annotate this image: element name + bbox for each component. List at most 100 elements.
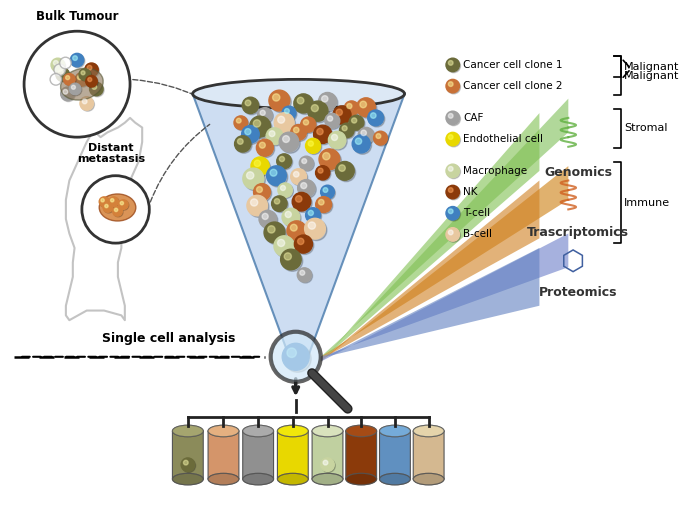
Circle shape (242, 125, 259, 143)
Circle shape (320, 94, 338, 112)
Circle shape (342, 126, 347, 131)
Circle shape (294, 94, 313, 113)
Circle shape (296, 236, 314, 254)
Circle shape (375, 132, 388, 146)
Circle shape (332, 134, 338, 140)
Circle shape (100, 198, 110, 207)
Circle shape (446, 164, 460, 178)
Circle shape (358, 99, 377, 118)
Ellipse shape (242, 425, 273, 437)
Circle shape (282, 106, 296, 120)
Circle shape (316, 197, 332, 213)
Circle shape (277, 116, 285, 123)
Circle shape (247, 196, 267, 216)
Circle shape (184, 460, 188, 465)
Ellipse shape (346, 473, 377, 485)
Polygon shape (325, 248, 539, 357)
Circle shape (255, 185, 272, 202)
Circle shape (269, 90, 290, 111)
Circle shape (269, 131, 275, 137)
Circle shape (86, 75, 97, 87)
Circle shape (284, 108, 289, 114)
Circle shape (64, 74, 75, 85)
Polygon shape (321, 166, 569, 362)
Circle shape (81, 98, 95, 111)
Circle shape (79, 69, 90, 80)
Polygon shape (325, 181, 539, 357)
Text: NK: NK (463, 187, 478, 197)
Circle shape (259, 211, 277, 228)
Circle shape (101, 199, 104, 202)
Circle shape (340, 124, 355, 139)
Text: Cancer cell clone 2: Cancer cell clone 2 (463, 81, 563, 91)
Circle shape (272, 196, 287, 212)
Ellipse shape (413, 425, 444, 437)
Text: ⬡: ⬡ (561, 248, 585, 277)
Circle shape (297, 97, 304, 104)
Circle shape (353, 136, 371, 154)
Circle shape (350, 117, 365, 131)
Circle shape (245, 100, 251, 106)
Circle shape (75, 73, 88, 86)
Circle shape (54, 64, 66, 75)
Circle shape (295, 196, 302, 202)
Circle shape (308, 222, 316, 229)
Text: B-cell: B-cell (463, 230, 493, 239)
Circle shape (109, 197, 119, 206)
Circle shape (86, 64, 99, 77)
Circle shape (317, 198, 333, 214)
Circle shape (282, 251, 303, 271)
Text: Immune: Immune (624, 198, 671, 207)
Circle shape (119, 200, 128, 209)
Circle shape (80, 96, 93, 110)
Text: Macrophage: Macrophage (463, 166, 527, 176)
Circle shape (71, 84, 82, 95)
Circle shape (253, 184, 271, 201)
Circle shape (322, 95, 328, 102)
Circle shape (318, 168, 323, 173)
Circle shape (333, 106, 351, 124)
Circle shape (316, 128, 323, 135)
Circle shape (254, 160, 260, 167)
Circle shape (256, 139, 273, 156)
Circle shape (303, 120, 309, 125)
Circle shape (449, 188, 453, 192)
Circle shape (271, 332, 321, 382)
Circle shape (446, 58, 460, 72)
Circle shape (447, 112, 460, 126)
Circle shape (281, 134, 300, 153)
Circle shape (273, 197, 288, 213)
Circle shape (259, 109, 273, 123)
Circle shape (295, 95, 314, 115)
Circle shape (351, 118, 357, 123)
Circle shape (279, 132, 299, 152)
Circle shape (245, 128, 251, 135)
Circle shape (328, 132, 346, 149)
Circle shape (290, 124, 306, 140)
Circle shape (260, 110, 265, 116)
Ellipse shape (208, 473, 239, 485)
Circle shape (447, 229, 460, 242)
Circle shape (66, 76, 70, 79)
Circle shape (181, 458, 195, 472)
Circle shape (447, 59, 460, 73)
Circle shape (310, 103, 329, 123)
Circle shape (321, 151, 341, 171)
Circle shape (236, 118, 241, 123)
Circle shape (314, 125, 332, 143)
Circle shape (373, 131, 388, 145)
Circle shape (321, 185, 334, 199)
Circle shape (315, 126, 333, 144)
Circle shape (308, 101, 328, 121)
Ellipse shape (346, 425, 377, 437)
Circle shape (243, 99, 260, 115)
Circle shape (76, 74, 90, 87)
Circle shape (251, 118, 272, 139)
Ellipse shape (173, 425, 203, 437)
Circle shape (356, 138, 362, 144)
Circle shape (243, 127, 260, 144)
Circle shape (368, 110, 384, 126)
Circle shape (238, 139, 243, 144)
Circle shape (361, 130, 366, 136)
Ellipse shape (312, 425, 343, 437)
